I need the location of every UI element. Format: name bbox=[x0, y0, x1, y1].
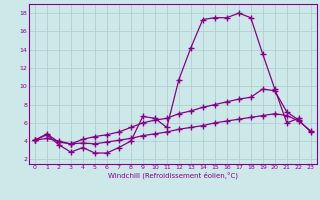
X-axis label: Windchill (Refroidissement éolien,°C): Windchill (Refroidissement éolien,°C) bbox=[108, 172, 238, 179]
